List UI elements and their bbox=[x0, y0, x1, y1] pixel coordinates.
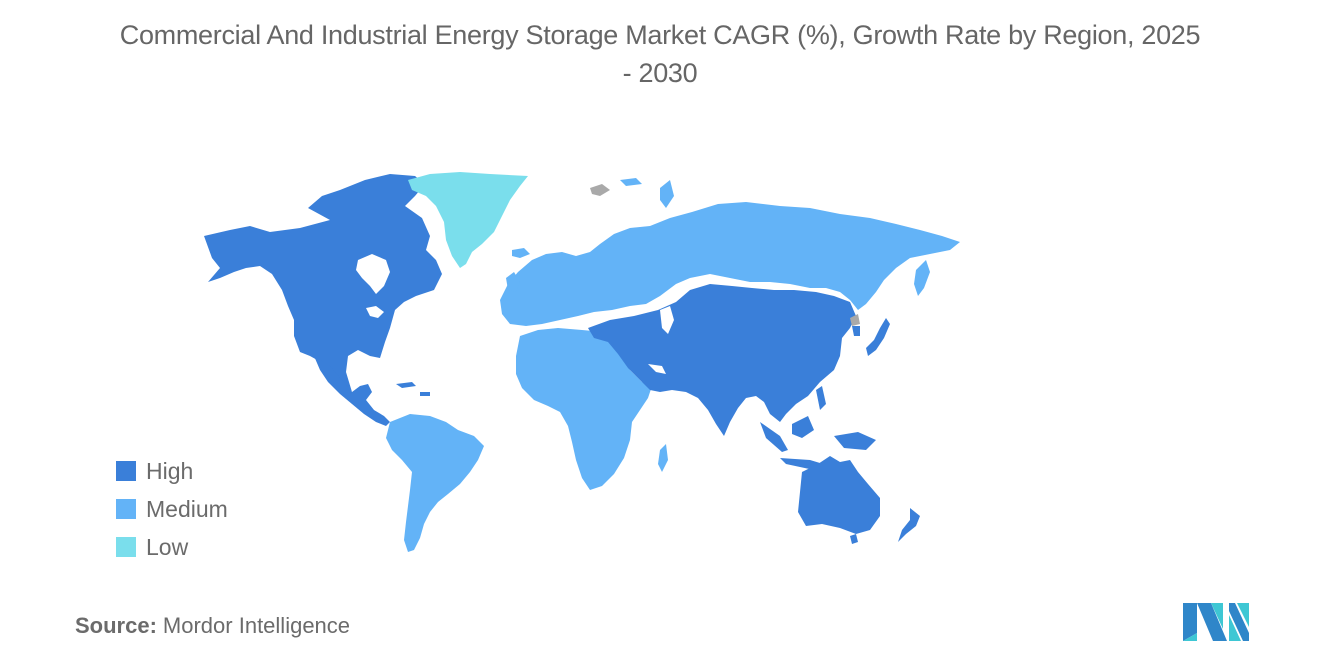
legend-item-low: Low bbox=[116, 528, 228, 566]
legend-item-medium: Medium bbox=[116, 490, 228, 528]
source-label: Source: bbox=[75, 613, 157, 638]
region-north-korea[interactable] bbox=[850, 314, 860, 326]
source-value: Mordor Intelligence bbox=[162, 613, 351, 638]
legend-label-low: Low bbox=[146, 533, 189, 560]
region-oceania[interactable] bbox=[798, 456, 880, 534]
legend-swatch-medium bbox=[116, 499, 136, 519]
legend-label-high: High bbox=[146, 457, 194, 484]
chart-title-line1: Commercial And Industrial Energy Storage… bbox=[119, 20, 1201, 50]
mordor-intelligence-logo-icon bbox=[1183, 603, 1249, 641]
region-north-america[interactable] bbox=[204, 174, 442, 392]
region-svalbard[interactable] bbox=[590, 184, 610, 196]
legend-swatch-high bbox=[116, 461, 136, 481]
legend-label-medium: Medium bbox=[146, 495, 228, 522]
region-africa[interactable] bbox=[516, 328, 652, 490]
region-central-america[interactable] bbox=[314, 356, 390, 426]
region-europe-russia[interactable] bbox=[500, 202, 960, 326]
legend-swatch-low bbox=[116, 537, 136, 557]
map-legend: High Medium Low bbox=[116, 452, 228, 566]
region-greenland[interactable] bbox=[408, 172, 528, 268]
chart-title-line2: - 2030 bbox=[622, 58, 698, 88]
world-map bbox=[190, 160, 990, 560]
legend-item-high: High bbox=[116, 452, 228, 490]
region-asia[interactable] bbox=[588, 284, 856, 436]
chart-title: Commercial And Industrial Energy Storage… bbox=[10, 16, 1310, 92]
source-note: Source: Mordor Intelligence bbox=[75, 613, 350, 639]
region-south-america[interactable] bbox=[386, 414, 484, 552]
